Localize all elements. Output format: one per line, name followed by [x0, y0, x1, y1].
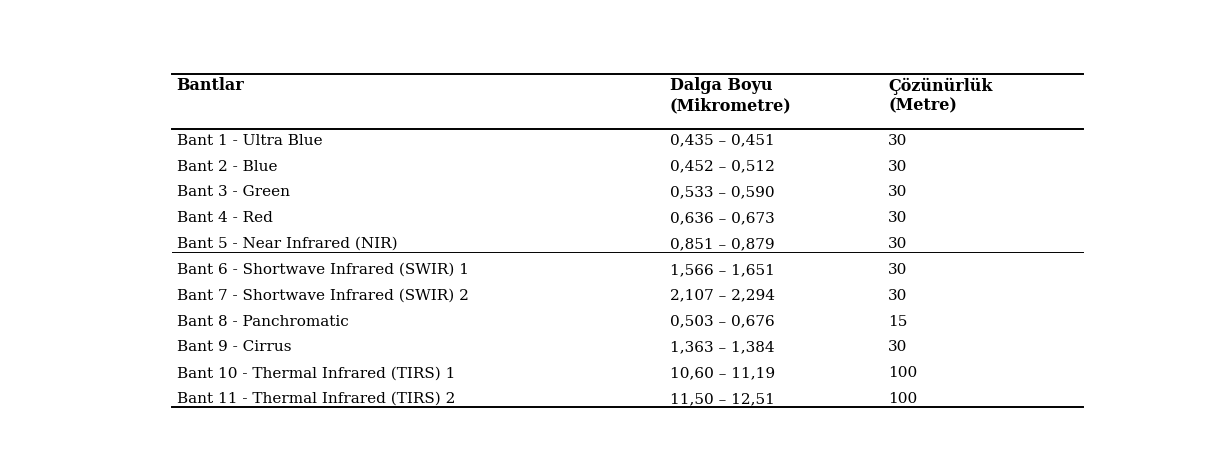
- Text: 11,50 – 12,51: 11,50 – 12,51: [670, 392, 775, 406]
- Text: 30: 30: [889, 341, 907, 355]
- Text: 30: 30: [889, 160, 907, 174]
- Text: 1,363 – 1,384: 1,363 – 1,384: [670, 341, 775, 355]
- Text: 30: 30: [889, 211, 907, 225]
- Text: 30: 30: [889, 263, 907, 277]
- Text: 10,60 – 11,19: 10,60 – 11,19: [670, 366, 775, 380]
- Text: 30: 30: [889, 289, 907, 303]
- Text: Bantlar: Bantlar: [176, 77, 245, 95]
- Text: Bant 3 - Green: Bant 3 - Green: [176, 185, 290, 199]
- Text: 30: 30: [889, 134, 907, 148]
- Text: 100: 100: [889, 366, 918, 380]
- Text: 0,533 – 0,590: 0,533 – 0,590: [670, 185, 775, 199]
- Text: Bant 5 - Near Infrared (NIR): Bant 5 - Near Infrared (NIR): [176, 237, 398, 251]
- Text: 0,636 – 0,673: 0,636 – 0,673: [670, 211, 775, 225]
- Text: 0,435 – 0,451: 0,435 – 0,451: [670, 134, 775, 148]
- Text: Bant 9 - Cirrus: Bant 9 - Cirrus: [176, 341, 291, 355]
- Text: 30: 30: [889, 237, 907, 251]
- Text: Bant 1 - Ultra Blue: Bant 1 - Ultra Blue: [176, 134, 322, 148]
- Text: 0,503 – 0,676: 0,503 – 0,676: [670, 315, 775, 329]
- Text: Bant 4 - Red: Bant 4 - Red: [176, 211, 273, 225]
- Text: Bant 6 - Shortwave Infrared (SWIR) 1: Bant 6 - Shortwave Infrared (SWIR) 1: [176, 263, 469, 277]
- Text: Bant 10 - Thermal Infrared (TIRS) 1: Bant 10 - Thermal Infrared (TIRS) 1: [176, 366, 455, 380]
- Text: Bant 2 - Blue: Bant 2 - Blue: [176, 160, 277, 174]
- Text: 100: 100: [889, 392, 918, 406]
- Text: 2,107 – 2,294: 2,107 – 2,294: [670, 289, 775, 303]
- Text: 1,566 – 1,651: 1,566 – 1,651: [670, 263, 775, 277]
- Text: 0,851 – 0,879: 0,851 – 0,879: [670, 237, 775, 251]
- Text: 0,452 – 0,512: 0,452 – 0,512: [670, 160, 775, 174]
- Text: Dalga Boyu
(Mikrometre): Dalga Boyu (Mikrometre): [670, 77, 792, 114]
- Text: 30: 30: [889, 185, 907, 199]
- Text: Bant 11 - Thermal Infrared (TIRS) 2: Bant 11 - Thermal Infrared (TIRS) 2: [176, 392, 455, 406]
- Text: 15: 15: [889, 315, 907, 329]
- Text: Bant 8 - Panchromatic: Bant 8 - Panchromatic: [176, 315, 349, 329]
- Text: Bant 7 - Shortwave Infrared (SWIR) 2: Bant 7 - Shortwave Infrared (SWIR) 2: [176, 289, 469, 303]
- Text: Çözünürlük
(Metre): Çözünürlük (Metre): [889, 77, 993, 114]
